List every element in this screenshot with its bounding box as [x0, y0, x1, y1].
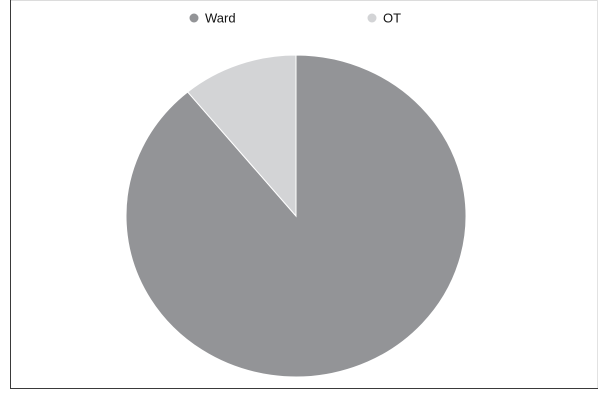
chart-frame-right-edge	[597, 0, 598, 389]
legend-item-ward: Ward	[189, 11, 236, 26]
chart-frame-top-edge	[10, 0, 598, 1]
chart-frame	[10, 0, 598, 389]
pie-slices	[125, 54, 467, 378]
legend-swatch-ot	[367, 13, 377, 23]
pie-slice-ward	[125, 54, 467, 378]
legend: Ward OT	[189, 11, 401, 26]
legend-label-ot: OT	[383, 11, 401, 26]
legend-item-ot: OT	[367, 11, 401, 26]
legend-swatch-ward	[189, 13, 199, 23]
legend-label-ward: Ward	[205, 11, 236, 26]
pie-slice-ot	[186, 54, 297, 218]
